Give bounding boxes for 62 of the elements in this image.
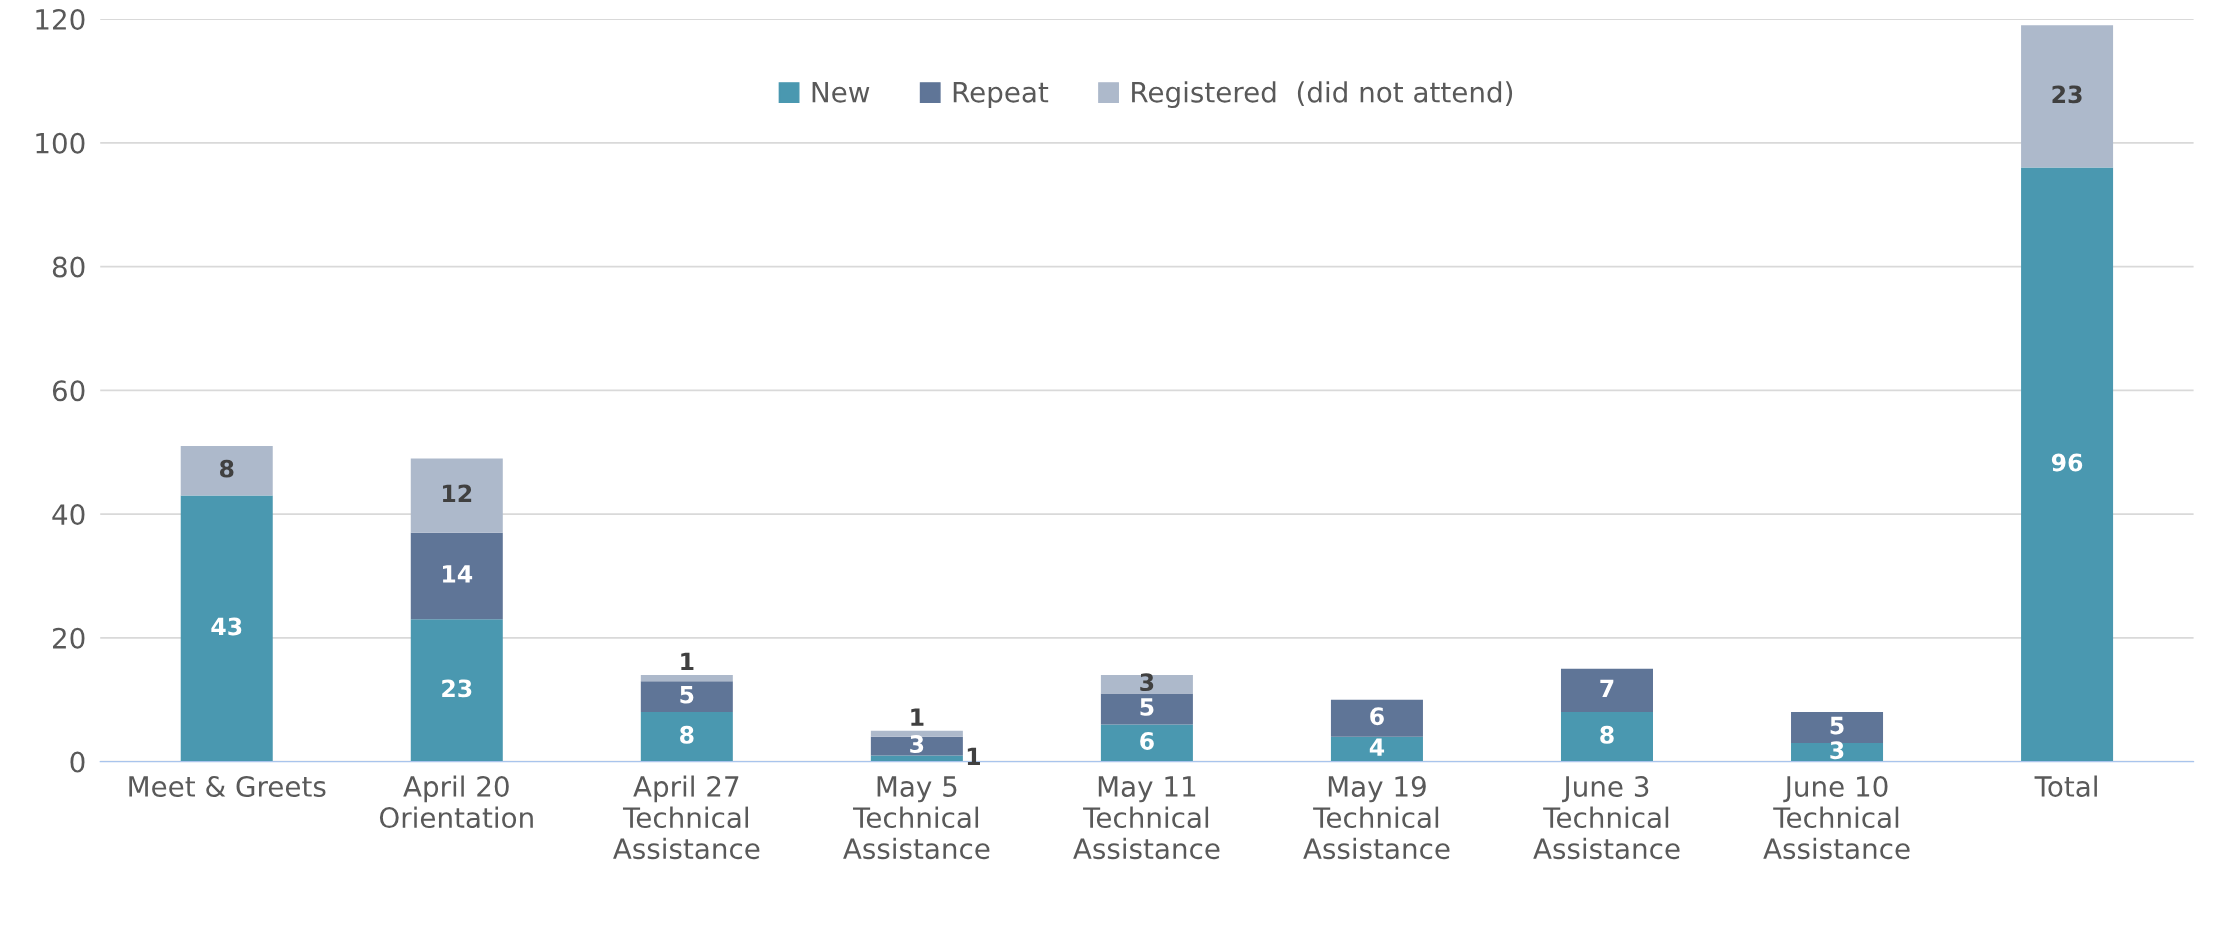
bar (1330, 736, 1423, 762)
data-label: 8 (219, 459, 234, 478)
x-tick-label: April 20 Orientation (379, 775, 533, 829)
data-label: 1 (911, 708, 924, 726)
data-label: 23 (2052, 85, 2082, 104)
y-tick-label: 100 (36, 132, 85, 154)
bar (2021, 25, 2114, 168)
bar (870, 755, 963, 762)
bar (1560, 712, 1653, 762)
legend-label: New (812, 82, 870, 103)
data-label: 5 (1140, 698, 1154, 716)
x-tick-label: May 19 Technical Assistance (1303, 775, 1450, 860)
data-label: 3 (1140, 673, 1154, 692)
data-label: 8 (680, 725, 694, 744)
bar (640, 674, 733, 682)
data-label: 96 (2051, 453, 2083, 472)
data-label: 7 (1600, 679, 1614, 697)
data-label: 1 (967, 747, 980, 766)
bar (870, 730, 963, 737)
bar (1560, 668, 1653, 713)
bar (640, 681, 733, 713)
x-tick-label: May 5 Technical Assistance (843, 776, 990, 860)
data-label: 5 (1830, 716, 1844, 735)
y-tick-label: 40 (52, 504, 85, 526)
x-tick-label: June 3 Technical Assistance (1533, 775, 1680, 860)
data-label: 6 (1140, 732, 1154, 750)
data-label: 6 (1370, 707, 1384, 726)
x-tick-label: Total (2034, 775, 2097, 797)
bar (180, 495, 273, 762)
y-tick-label: 120 (36, 8, 85, 30)
data-label: 23 (442, 679, 472, 698)
data-label: 3 (1830, 741, 1844, 760)
data-label: 5 (680, 685, 694, 704)
data-label: 14 (443, 565, 473, 583)
data-label: 4 (1369, 738, 1385, 756)
bar (410, 619, 503, 762)
legend-label: Registered (did not attend) (1132, 81, 1513, 109)
bar (180, 446, 273, 496)
legend-label: Repeat (953, 82, 1049, 109)
data-label: 43 (211, 617, 242, 636)
x-tick-label: June 10 Technical Assistance (1763, 775, 1910, 860)
bar (410, 458, 503, 533)
x-tick-label: April 27 Technical Assistance (613, 775, 760, 860)
y-tick-label: 60 (52, 380, 85, 402)
y-tick-label: 0 (70, 751, 85, 773)
bar (1330, 699, 1423, 737)
data-label: 12 (443, 484, 472, 503)
x-tick-label: Meet & Greets (129, 775, 326, 797)
x-tick-label: May 11 Technical Assistance (1073, 776, 1220, 860)
data-label: 3 (910, 735, 924, 753)
bar (1100, 693, 1193, 725)
data-label: 1 (681, 652, 694, 671)
y-tick-label: 80 (52, 256, 85, 278)
y-tick-label: 20 (53, 627, 85, 649)
bar (1100, 674, 1193, 694)
bar (410, 532, 503, 620)
bar (870, 736, 963, 756)
bar (640, 712, 733, 762)
data-label: 8 (1600, 725, 1614, 744)
bar (1100, 724, 1193, 762)
bar (1791, 743, 1884, 762)
bar (2021, 167, 2114, 762)
